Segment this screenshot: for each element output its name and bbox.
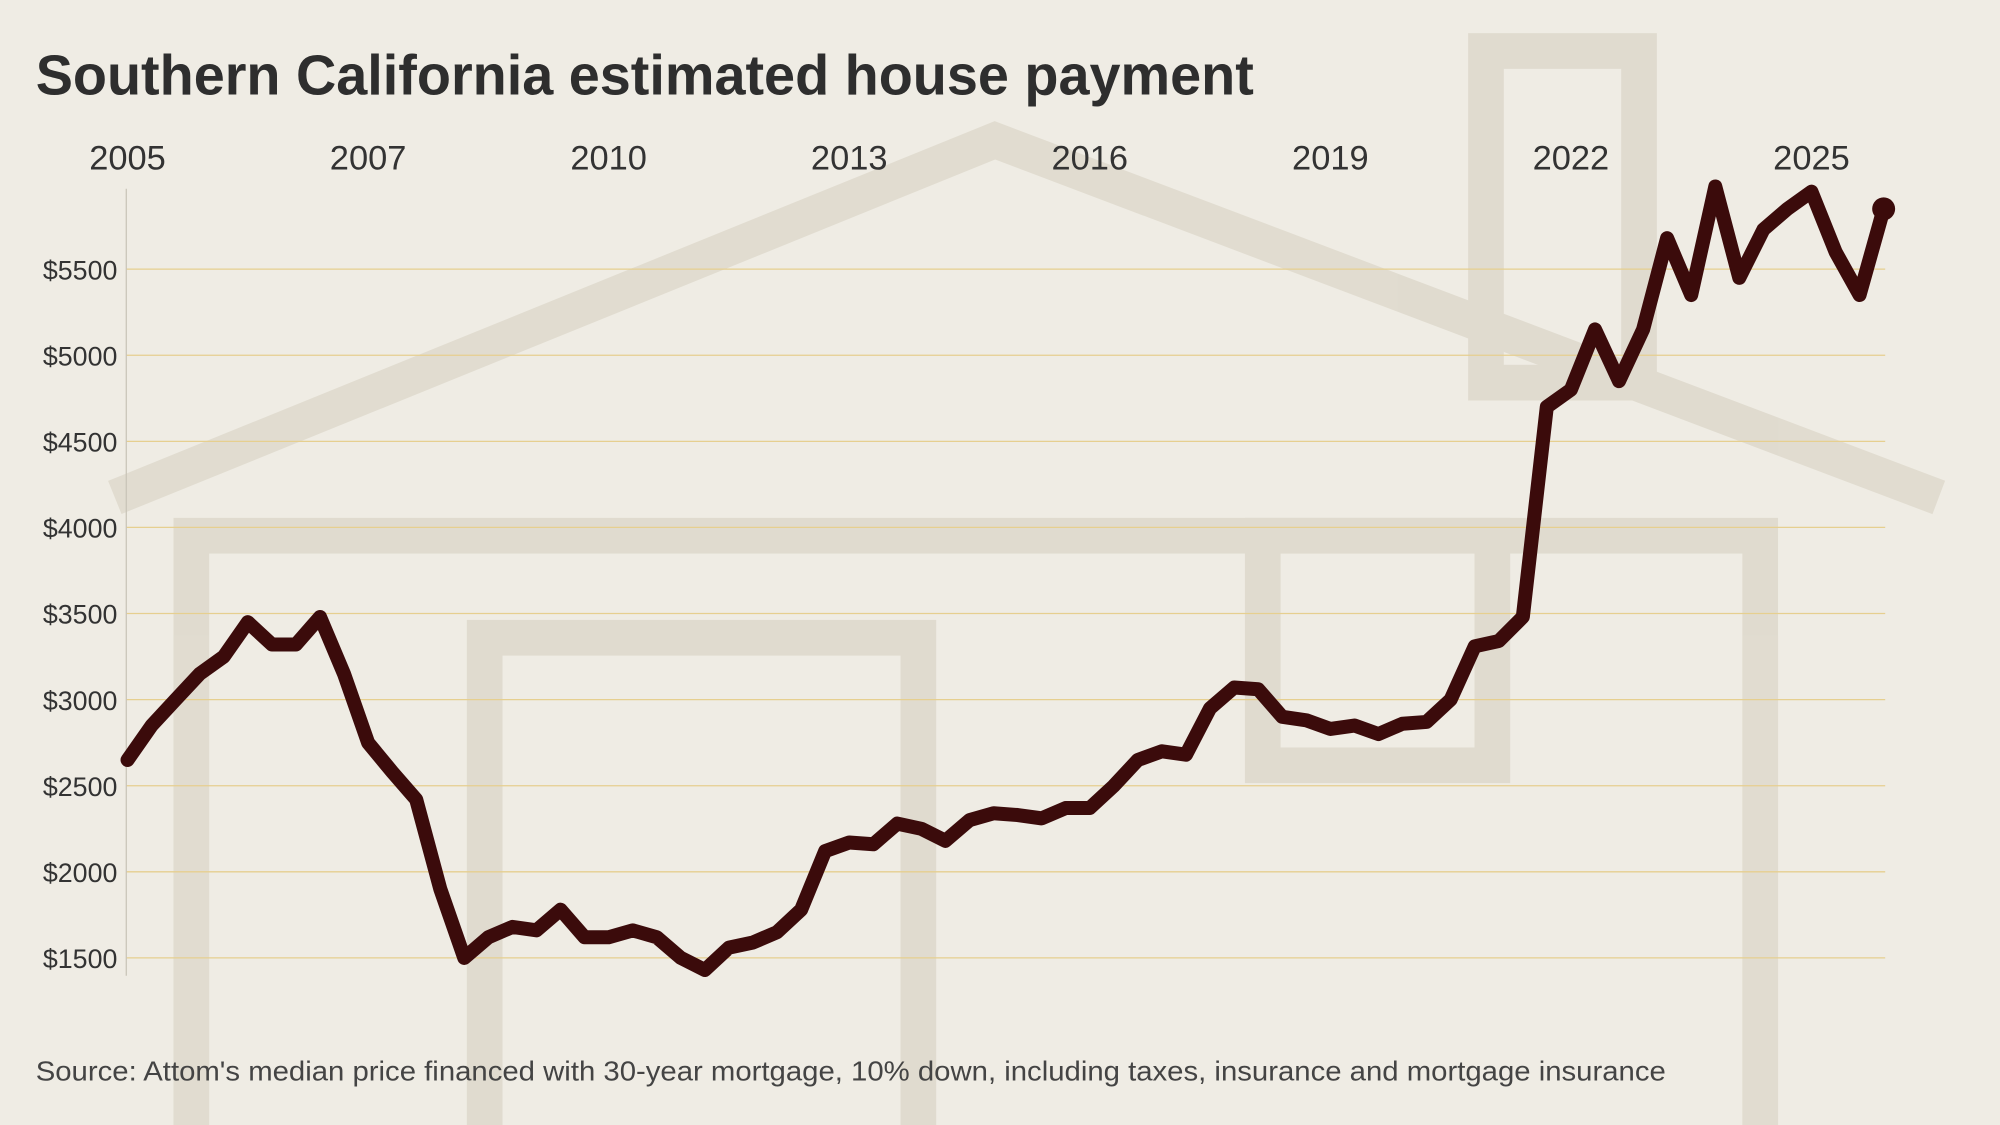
x-tick-label: 2019 bbox=[1292, 140, 1369, 178]
y-tick-label: $3000 bbox=[43, 686, 117, 716]
y-tick-label: $1500 bbox=[43, 944, 117, 974]
x-tick-label: 2013 bbox=[811, 140, 888, 178]
x-tick-label: 2007 bbox=[330, 140, 407, 178]
data-line bbox=[120, 179, 1891, 978]
source-note: Source: Attom's median price financed wi… bbox=[36, 1055, 1666, 1086]
y-tick-label: $4000 bbox=[43, 514, 117, 544]
x-tick-label: 2010 bbox=[570, 140, 647, 178]
end-point bbox=[1872, 197, 1896, 221]
x-tick-label: 2025 bbox=[1773, 140, 1850, 178]
y-tick-label: $4500 bbox=[43, 428, 117, 458]
x-tick-label: 2022 bbox=[1533, 140, 1610, 178]
y-tick-label: $3500 bbox=[43, 600, 117, 630]
x-tick-label: 2005 bbox=[89, 140, 166, 178]
chart-title: Southern California estimated house paym… bbox=[36, 43, 1254, 106]
x-tick-label: 2016 bbox=[1052, 140, 1129, 178]
y-tick-label: $5500 bbox=[43, 255, 117, 285]
y-tick-label: $2000 bbox=[43, 858, 117, 888]
y-tick-label: $5000 bbox=[43, 341, 117, 371]
y-tick-label: $2500 bbox=[43, 772, 117, 802]
